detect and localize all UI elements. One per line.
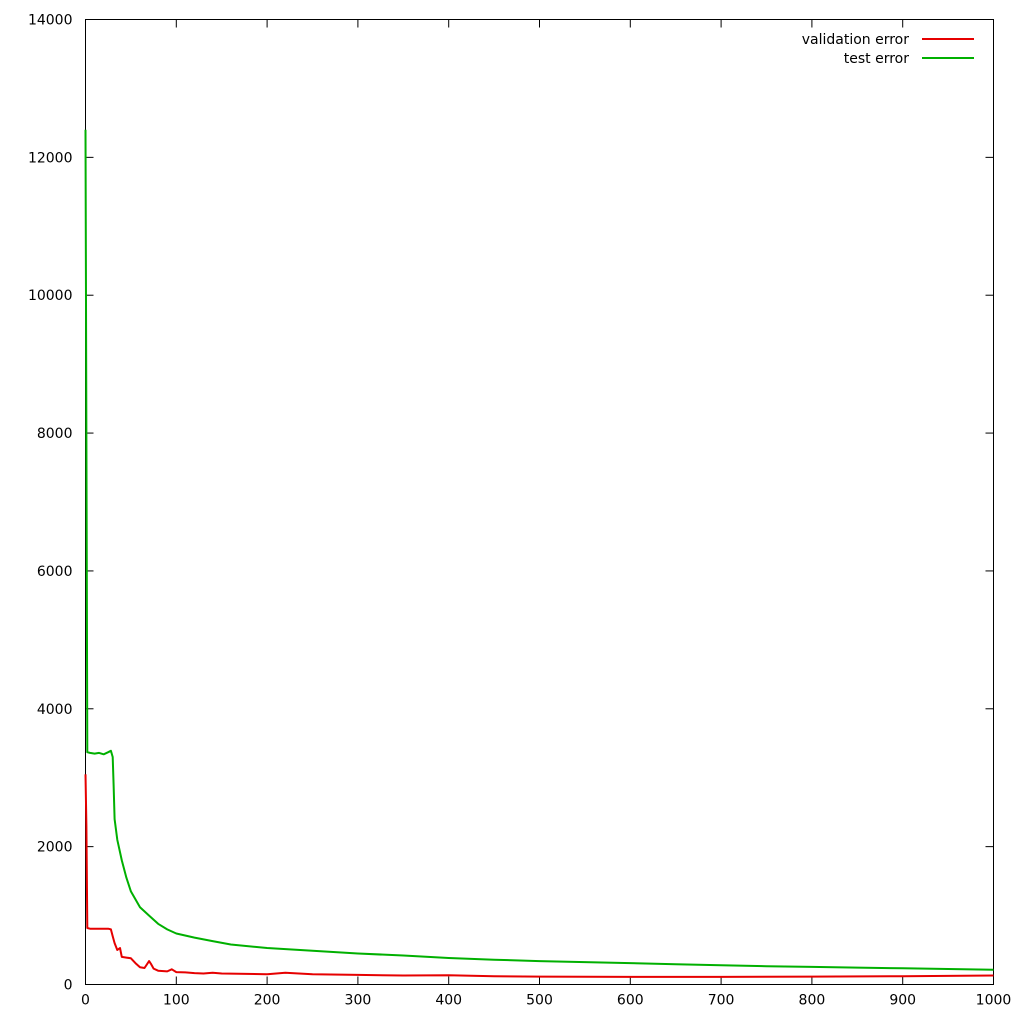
y-tick-label: 12000 <box>28 150 73 166</box>
x-tick-label: 600 <box>617 993 644 1009</box>
plot-frame <box>85 19 994 985</box>
y-tick-label: 2000 <box>37 840 73 856</box>
series-line-validation-error <box>84 774 994 978</box>
axis-ticks: 0 100 200 300 400 500 600 700 800 900 100002000400… <box>28 13 1011 1009</box>
x-tick-label: 1000 <box>976 993 1012 1009</box>
legend-label-validation-error: validation error <box>802 32 910 48</box>
y-tick-label: 14000 <box>28 13 73 29</box>
y-tick-label: 6000 <box>37 564 73 580</box>
legend: validation error test error <box>802 32 974 67</box>
y-tick-label: 0 <box>64 978 73 994</box>
y-tick-label: 10000 <box>28 288 73 304</box>
x-tick-label: 900 <box>889 993 916 1009</box>
series-lines <box>84 129 994 978</box>
x-tick-label: 700 <box>708 993 735 1009</box>
legend-label-test-error: test error <box>844 51 909 67</box>
y-tick-label: 4000 <box>37 702 73 718</box>
x-tick-label: 200 <box>254 993 281 1009</box>
x-tick-label: 500 <box>526 993 553 1009</box>
y-tick-label: 8000 <box>37 426 73 442</box>
series-line-test-error <box>84 129 994 971</box>
x-tick-label: 800 <box>799 993 826 1009</box>
x-tick-label: 100 <box>163 993 190 1009</box>
x-tick-label: 300 <box>345 993 372 1009</box>
x-tick-label: 400 <box>435 993 462 1009</box>
x-tick-label: 0 <box>81 993 90 1009</box>
